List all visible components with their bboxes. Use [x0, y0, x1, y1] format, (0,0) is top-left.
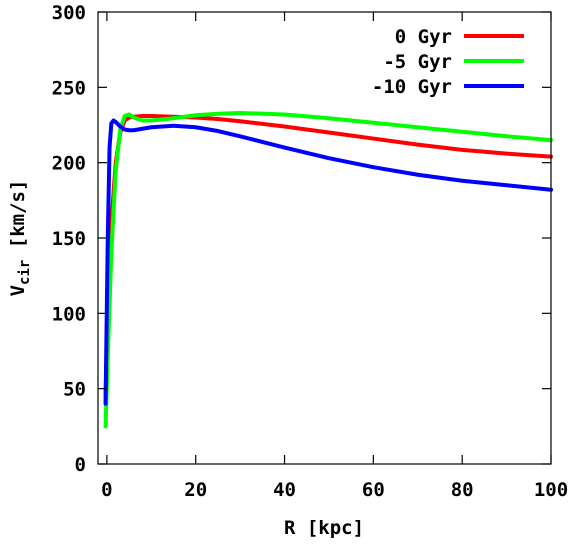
- y-axis-label: Vcir [km/s]: [7, 180, 33, 297]
- x-tick-label: 80: [451, 479, 474, 501]
- legend-label: 0 Gyr: [395, 26, 452, 48]
- legend: 0 Gyr -5 Gyr -10 Gyr: [372, 26, 524, 98]
- legend-label: -5 Gyr: [383, 51, 452, 73]
- plot-frame: [97, 11, 552, 465]
- y-tick-label: 100: [52, 303, 86, 325]
- y-tick-label: 0: [75, 454, 86, 476]
- x-tick-label: 60: [362, 479, 385, 501]
- y-tick-label: 250: [52, 77, 86, 99]
- x-tick-label: 20: [184, 479, 207, 501]
- series-line-1: [103, 110, 553, 429]
- y-tick-label: 300: [52, 2, 86, 24]
- y-tick-label: 200: [52, 153, 86, 175]
- legend-label: -10 Gyr: [372, 76, 452, 98]
- y-tick-label: 150: [52, 228, 86, 250]
- x-axis-label: R [kpc]: [284, 517, 364, 539]
- y-axis-label-unit: [km/s]: [7, 180, 29, 260]
- y-axis-label-main: V: [7, 285, 29, 296]
- series-layer: [103, 110, 553, 429]
- x-tick-label: 40: [273, 479, 296, 501]
- x-tick-label: 0: [101, 479, 112, 501]
- y-axis-label-sub: cir: [17, 260, 33, 285]
- x-tick-label: 100: [534, 479, 568, 501]
- y-tick-label: 50: [63, 379, 86, 401]
- ticks-layer: 0 20 40 60 80 100 0 50 100 150 200 250 300: [52, 2, 568, 501]
- series-line-2: [103, 118, 553, 406]
